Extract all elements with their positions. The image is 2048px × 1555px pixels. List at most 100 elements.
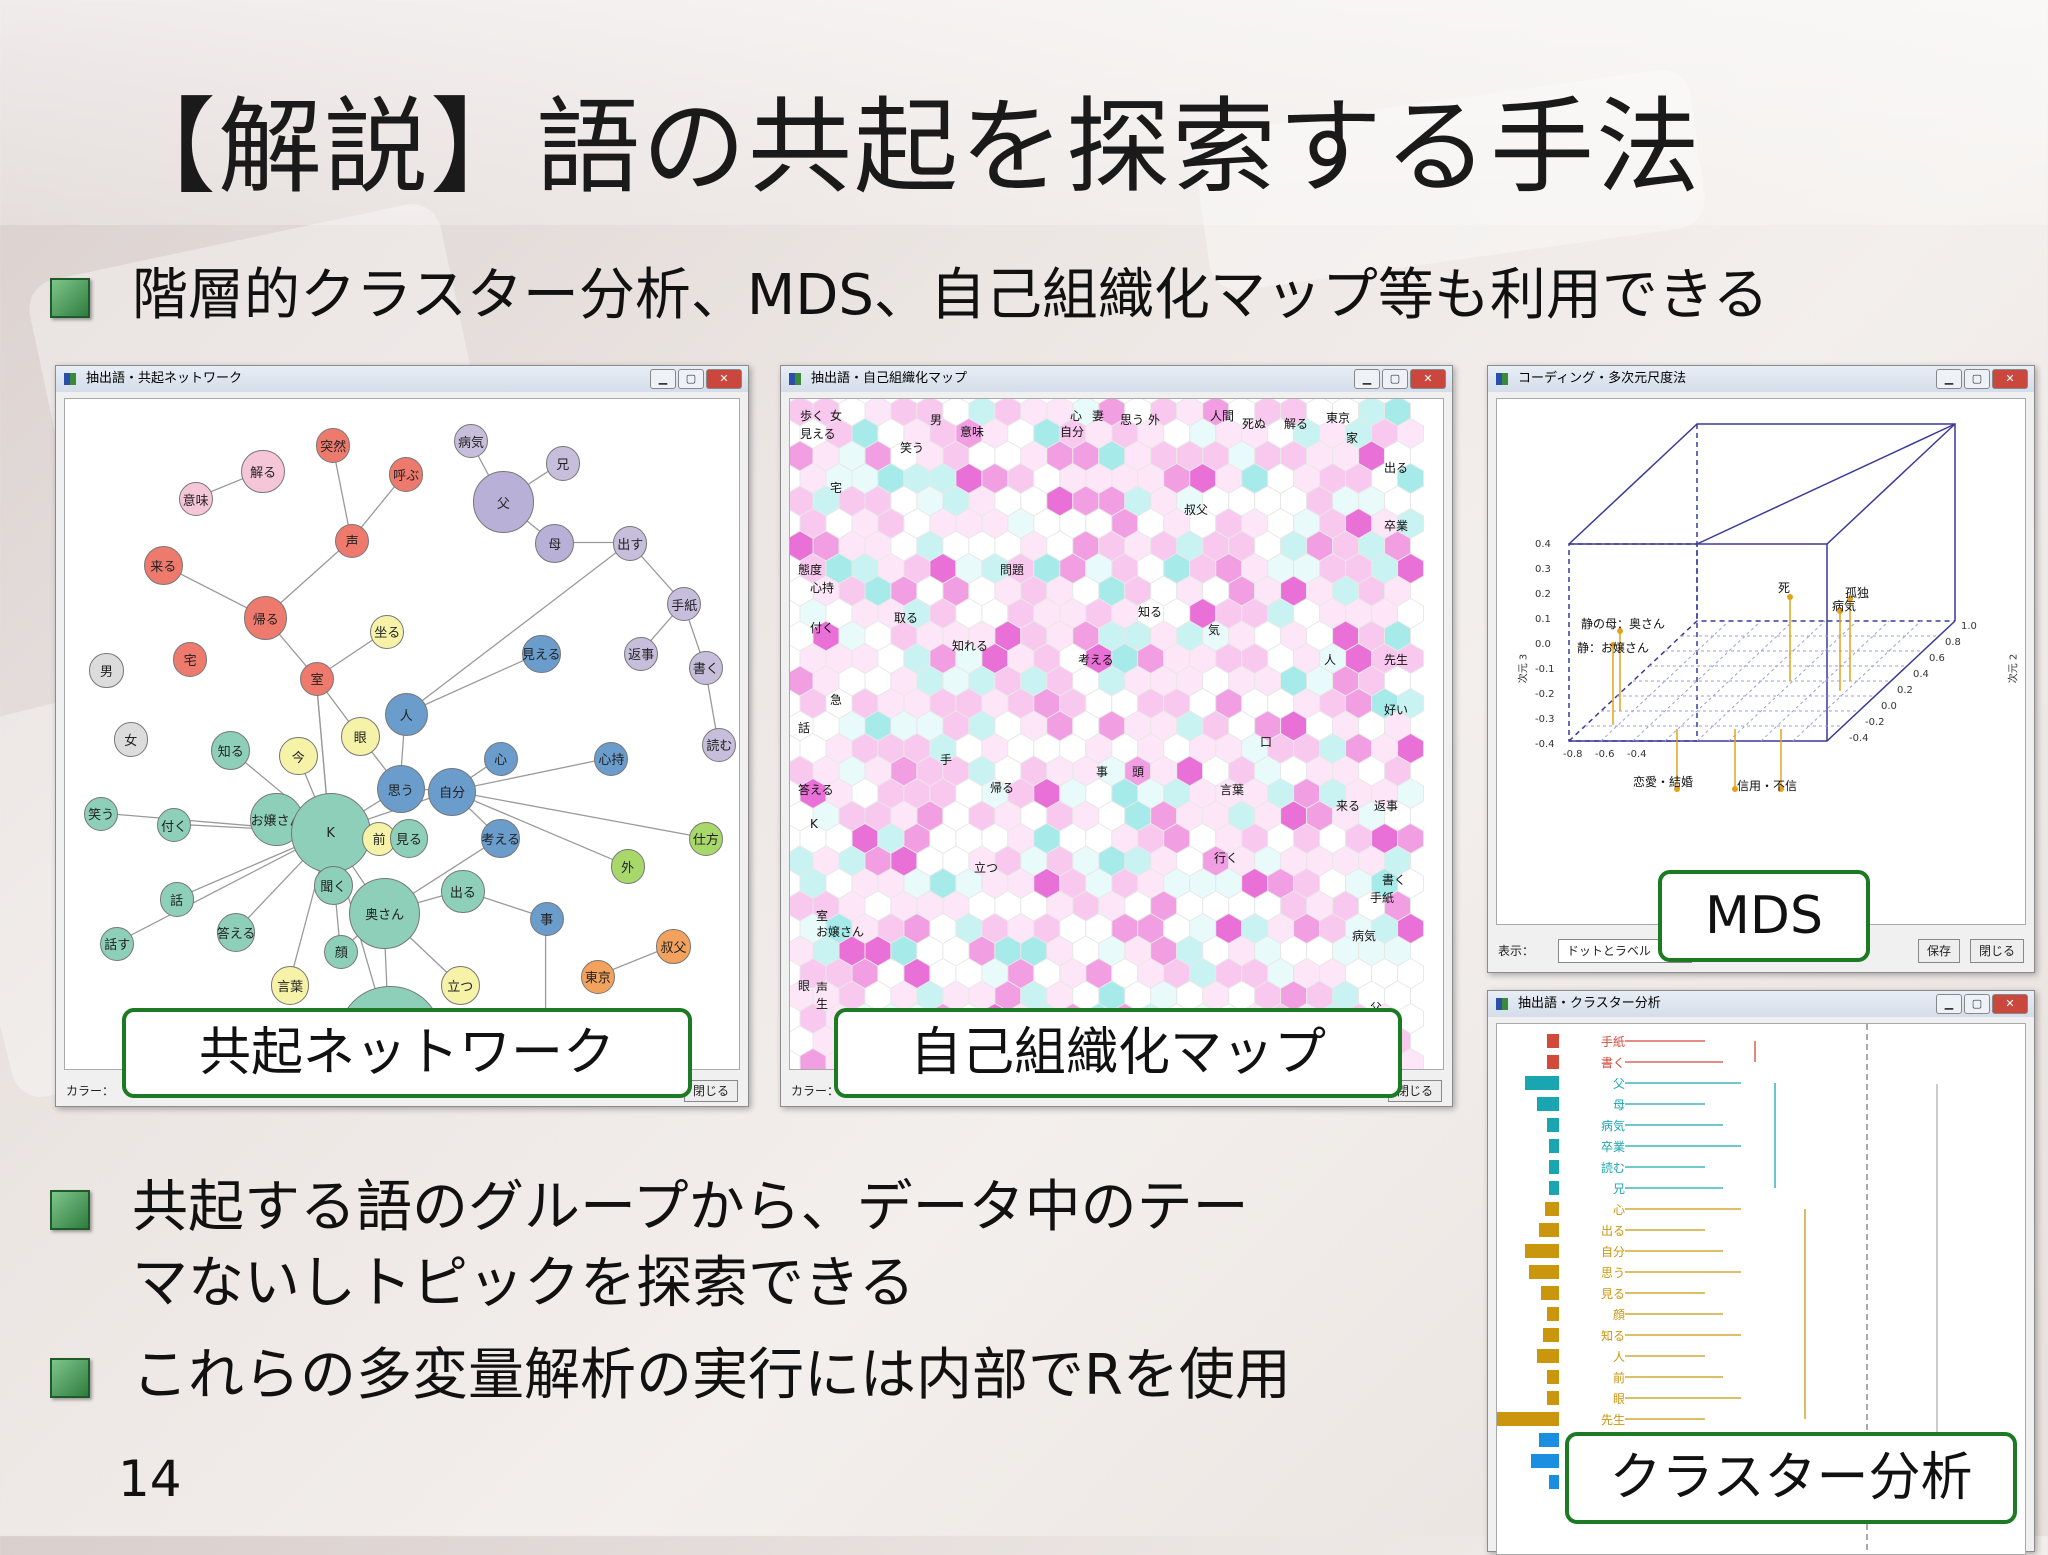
network-node[interactable]: 来る — [143, 546, 183, 585]
network-node[interactable]: 外 — [610, 849, 645, 884]
network-node[interactable]: 東京 — [580, 959, 615, 994]
cluster-word-label: 兄 — [1612, 1182, 1625, 1196]
network-node[interactable]: 自分 — [428, 767, 477, 816]
som-word-label: 知る — [1138, 605, 1163, 619]
network-node[interactable]: 男 — [89, 653, 124, 688]
som-word-label: 返事 — [1374, 799, 1399, 813]
network-node[interactable]: 心持 — [594, 741, 629, 776]
close-window-button[interactable]: ✕ — [1992, 369, 2028, 389]
network-node[interactable]: 兄 — [545, 446, 580, 481]
network-node[interactable]: 見る — [389, 819, 429, 859]
maximize-button[interactable]: ▢ — [1964, 369, 1990, 389]
network-node[interactable]: 眼 — [340, 717, 380, 757]
network-node[interactable]: 人 — [384, 692, 428, 737]
network-node[interactable]: 答える — [216, 913, 256, 953]
network-node[interactable]: 思う — [376, 765, 425, 814]
cluster-bar — [1547, 1118, 1559, 1132]
network-node[interactable]: 坐る — [370, 614, 405, 649]
network-node[interactable]: 宅 — [173, 642, 208, 677]
minimize-button[interactable]: ▁ — [1936, 994, 1962, 1014]
color-label: カラー： — [66, 1084, 115, 1098]
mds-ytick: 0.6 — [1929, 653, 1945, 664]
minimize-button[interactable]: ▁ — [1936, 369, 1962, 389]
maximize-button[interactable]: ▢ — [678, 369, 704, 389]
mds-ztick: 0.3 — [1535, 564, 1551, 575]
minimize-button[interactable]: ▁ — [650, 369, 676, 389]
minimize-button[interactable]: ▁ — [1354, 369, 1380, 389]
slide-title: 【解説】語の共起を探索する手法 — [112, 86, 1703, 208]
mds-close-button[interactable]: 閉じる — [1969, 939, 2024, 963]
mds-ztick: -0.4 — [1535, 739, 1555, 750]
self-organizing-map[interactable]: 歩く女見える 男意味 心妻自分 思う外 人間 死ぬ 解る 東京家笑う 出る宅叔父 卒業 態度 心持 問題… — [789, 398, 1444, 1070]
network-node[interactable]: 母 — [535, 524, 575, 563]
cluster-word-label: 読む — [1600, 1161, 1625, 1175]
mds-save-button[interactable]: 保存 — [1917, 939, 1960, 963]
network-node[interactable]: 笑う — [84, 796, 119, 832]
mds-yaxis-label: 次元 2 — [2008, 653, 2020, 684]
network-node[interactable]: 話 — [159, 882, 194, 917]
som-word-label: 先生 — [1384, 653, 1409, 667]
network-node[interactable]: 知る — [211, 731, 251, 770]
network-node[interactable]: 書く — [688, 650, 723, 685]
network-node[interactable]: 読む — [702, 727, 737, 763]
som-hex-cell — [1397, 1047, 1424, 1069]
mds-point-label: 死 — [1778, 581, 1791, 595]
close-window-button[interactable]: ✕ — [706, 369, 742, 389]
network-node[interactable]: 事 — [529, 901, 564, 936]
network-node[interactable]: 出す — [613, 526, 648, 561]
network-node[interactable]: 呼ぶ — [389, 457, 424, 492]
mds-plot[interactable]: 死 孤独 病気 静の母：奥さん 静：お嬢さん 恋愛・結婚 信用・不信 次元 3 … — [1496, 398, 2026, 925]
cluster-word-label: 思う — [1600, 1266, 1625, 1280]
network-node[interactable]: 室 — [300, 661, 335, 696]
network-node[interactable]: 帰る — [244, 596, 288, 640]
network-edge — [116, 831, 330, 944]
maximize-button[interactable]: ▢ — [1964, 994, 1990, 1014]
close-window-button[interactable]: ✕ — [1992, 994, 2028, 1014]
network-graph[interactable]: 解る 突然呼ぶ 病気兄意味 父声 母 出す来る手紙 帰る 坐る宅 見える 返事 書く 男 室人女 眼 知る今… — [64, 398, 740, 1070]
cluster-bar — [1549, 1475, 1559, 1489]
cluster-word-label: 人 — [1612, 1350, 1625, 1364]
network-node[interactable]: 付く — [156, 807, 192, 843]
maximize-button[interactable]: ▢ — [1382, 369, 1408, 389]
mds-ytick: -0.2 — [1865, 717, 1885, 728]
network-node[interactable]: 見える — [521, 634, 561, 674]
network-node[interactable]: 言葉 — [270, 965, 310, 1005]
network-node[interactable]: 聞く — [313, 866, 353, 906]
network-close-button[interactable]: 閉じる — [683, 1080, 738, 1102]
network-node[interactable]: 立つ — [440, 965, 480, 1005]
mds-ztick: 0.4 — [1535, 539, 1551, 550]
network-node[interactable]: 叔父 — [656, 929, 691, 964]
som-word-label: 東京 — [1326, 411, 1351, 425]
som-word-label: 帰る — [990, 781, 1015, 795]
mds-ytick: 0.2 — [1897, 685, 1913, 696]
mds-ztick: 0.2 — [1535, 589, 1551, 600]
network-node[interactable]: 父 — [472, 471, 535, 534]
mds-ztick: -0.1 — [1535, 664, 1555, 675]
network-node[interactable]: 女 — [113, 722, 148, 757]
som-word-label: 付く — [810, 621, 835, 635]
network-node[interactable]: 突然 — [316, 428, 351, 463]
network-node[interactable]: 心 — [483, 741, 518, 776]
network-node[interactable]: 意味 — [178, 482, 213, 517]
som-word-label: 気 — [1208, 623, 1221, 637]
network-node[interactable]: 返事 — [624, 636, 659, 671]
mds-ztick: 0.0 — [1535, 639, 1551, 650]
som-word-label: 生 — [816, 997, 829, 1011]
network-node[interactable]: 前 — [362, 821, 397, 856]
som-word-label: 急 — [830, 693, 843, 707]
network-node[interactable]: 奥さん — [349, 877, 421, 949]
network-node[interactable]: 出る — [441, 869, 485, 913]
cluster-bar — [1537, 1349, 1559, 1363]
network-node[interactable]: 解る — [241, 450, 285, 494]
network-node[interactable]: 仕方 — [688, 821, 723, 856]
close-window-button[interactable]: ✕ — [1410, 369, 1446, 389]
network-node[interactable]: 手紙 — [667, 587, 702, 622]
network-node[interactable]: 顔 — [324, 934, 359, 970]
som-word-label: 来る — [1336, 799, 1361, 813]
network-node[interactable]: 声 — [335, 523, 370, 558]
network-node[interactable]: 話す — [100, 926, 135, 961]
network-node[interactable]: K — [290, 793, 371, 874]
network-node[interactable]: 病気 — [453, 424, 489, 459]
network-node[interactable]: 今 — [278, 736, 318, 776]
network-node[interactable]: 考える — [481, 819, 521, 859]
